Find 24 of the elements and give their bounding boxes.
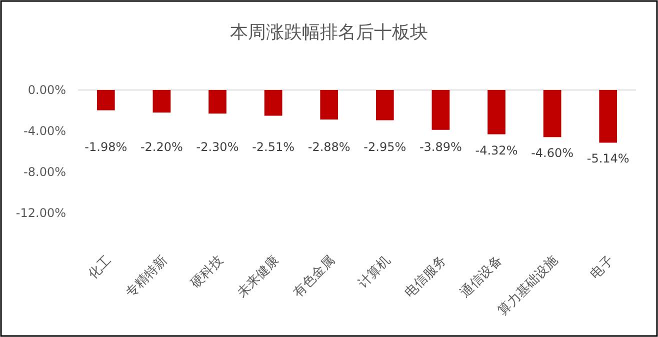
- x-tick-label: 电子: [588, 253, 617, 282]
- y-tick-label: -4.00%: [24, 124, 66, 138]
- y-tick-label: -8.00%: [24, 165, 66, 180]
- x-tick-label: 有色金属: [290, 253, 338, 301]
- data-label: -4.32%: [475, 143, 518, 158]
- y-tick-label: -12.00%: [16, 206, 66, 220]
- data-label: -2.88%: [308, 140, 350, 154]
- x-tick-label: 电信服务: [402, 253, 450, 301]
- x-tick-label: 计算机: [356, 253, 394, 292]
- x-tick-label: 未来健康: [234, 253, 282, 301]
- x-tick-label: 专精特新: [123, 253, 171, 301]
- data-label: -3.89%: [419, 140, 462, 154]
- chart-title: 本周涨跌幅排名后十板块: [230, 22, 428, 43]
- data-label: -2.51%: [252, 140, 295, 154]
- data-label: -2.20%: [140, 140, 183, 154]
- data-label: -4.60%: [531, 146, 574, 160]
- y-tick-label: 0.00%: [28, 83, 66, 98]
- x-tick-label: 通信设备: [458, 253, 506, 301]
- data-label: -5.14%: [586, 152, 630, 166]
- data-label: -2.30%: [196, 140, 239, 154]
- data-label: -2.95%: [364, 140, 406, 154]
- x-tick-label: 硬科技: [188, 253, 226, 292]
- x-tick-label: 化工: [86, 253, 115, 282]
- data-label: -1.98%: [84, 140, 128, 154]
